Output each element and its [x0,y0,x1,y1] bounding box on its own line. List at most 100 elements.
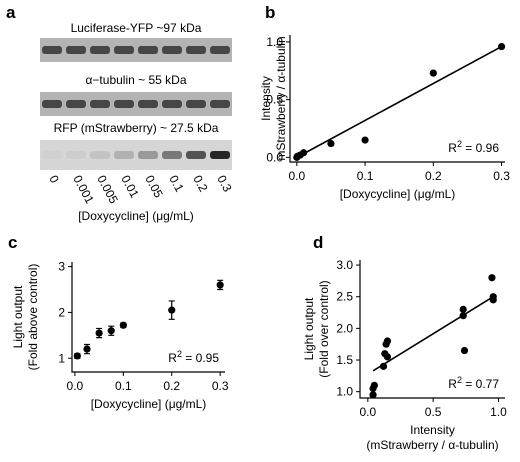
y-axis-label: Light output [302,297,316,360]
blot-band [66,100,86,108]
blot-band [42,46,62,54]
blot-band [66,46,86,54]
axis [359,260,505,399]
fit-line [296,45,502,159]
lane-label: 0.005 [94,173,121,206]
blot-band [66,151,86,159]
point [107,327,115,335]
blot-band [186,100,206,108]
y-tick-label: 0.5 [266,93,283,107]
x-axis-label: (mStrawberry / α-tubulin) [366,438,498,452]
band-label: α−tubulin ~ 55 kDa [85,73,186,87]
annotation: R2 = 0.77 [448,375,499,391]
axis [71,262,225,373]
point [459,305,467,313]
lane-label: 0 [46,173,62,186]
x-tick-label: 0.1 [115,379,132,393]
x-tick-label: 0.1 [357,169,374,183]
x-tick-label: 0.2 [163,379,180,393]
y-tick-label: 1.0 [266,35,283,49]
point [370,381,378,389]
blot-band [114,100,134,108]
y-tick-label: 2.5 [336,290,353,304]
y-axis-label: Intensity [259,76,273,121]
y-tick-label: 2 [58,305,65,319]
x-tick-label: 0.0 [288,169,305,183]
y-tick-label: 1.5 [336,353,353,367]
annotation-text: R [448,377,457,391]
annotation-sup: 2 [457,139,462,149]
blot-band [42,151,62,159]
point [497,42,506,51]
point [216,281,224,289]
panel-label: a [6,3,16,22]
y-axis-label: mStrawberry / α-tubulin [274,36,288,160]
blot-band [90,100,110,108]
y-tick-label: 3.0 [336,258,353,272]
blot-band [90,151,110,159]
point [327,139,335,148]
annotation-text: R [448,141,457,155]
blot-band [114,151,134,159]
blot-band [162,46,182,54]
x-tick-label: 0.0 [359,405,376,419]
point [488,274,496,282]
blot-band [90,46,110,54]
y-axis-label: (Fold over control) [317,280,331,377]
annotation-text: = 0.77 [462,377,499,391]
blot-band [162,100,182,108]
x-tick-label: 1.0 [490,405,507,419]
x-axis-label: [Doxycycline] (μg/mL) [340,187,456,201]
annotation-sup: 2 [457,375,462,385]
blot-band [210,100,230,108]
x-tick-label: 0.3 [212,379,229,393]
blot-band [138,100,158,108]
point [119,321,127,329]
blot-band [210,46,230,54]
x-axis-label: [Doxycycline] (μg/mL) [91,397,207,411]
blot-band [114,46,134,54]
blot-band [186,151,206,159]
point [460,346,469,355]
point [429,69,437,77]
blot-band [162,151,182,159]
point [369,391,377,399]
y-axis-label: (Fold above control) [26,264,40,371]
annotation: R2 = 0.96 [448,139,499,155]
point [489,296,497,304]
point [83,345,91,353]
point [95,329,103,337]
blot-band [210,151,230,159]
point [73,352,81,360]
point [361,136,369,144]
lane-label: 0.05 [142,173,165,200]
blot-band [42,100,62,108]
blot-band [186,46,206,54]
x-tick-label: 0.3 [493,169,510,183]
y-tick-label: 0.0 [266,150,283,164]
annotation-text: = 0.95 [182,351,219,365]
x-axis-label: [Doxycycline] (μg/mL) [78,209,194,223]
lane-label: 0.3 [214,173,234,195]
annotation-text: = 0.96 [462,141,499,155]
annotation-sup: 2 [177,349,182,359]
band-label: RFP (mStrawberry) ~ 27.5 kDa [54,121,219,135]
point [168,306,176,314]
x-tick-label: 0.0 [67,379,84,393]
y-tick-label: 3 [58,260,65,274]
lane-label: 0.01 [118,173,141,200]
lane-label: 0.2 [190,173,210,195]
x-axis-label: Intensity [410,423,455,437]
y-tick-label: 1.0 [336,385,353,399]
blot-band [138,46,158,54]
band-label: Luciferase-YFP ~97 kDa [71,21,202,35]
annotation: R2 = 0.95 [168,349,219,365]
y-tick-label: 2.0 [336,321,353,335]
panel-label: c [8,233,17,252]
point [300,149,308,157]
point [379,362,388,370]
panel-label: b [265,3,275,22]
fit-line [372,296,494,372]
lane-label: 0.1 [166,173,186,195]
